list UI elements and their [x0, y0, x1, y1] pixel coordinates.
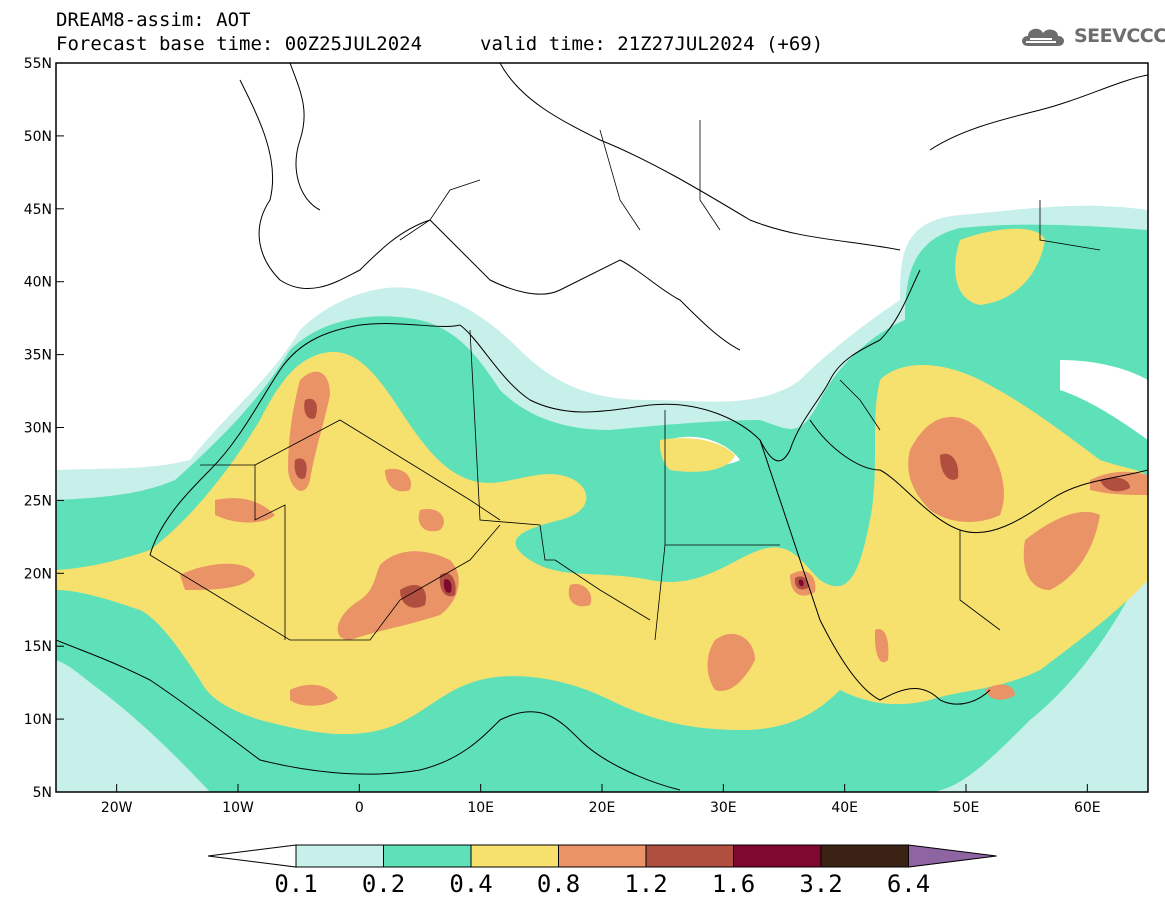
lon-tick-label: 20W	[101, 800, 133, 816]
lat-tick-label: 50N	[24, 129, 52, 145]
colorbar-max-triangle	[908, 844, 997, 868]
colorbar-swatch	[470, 844, 559, 868]
lon-tick-label: 60E	[1074, 800, 1101, 816]
lat-tick-label: 20N	[24, 566, 52, 582]
lat-tick-label: 35N	[24, 348, 52, 364]
lat-tick-label: 25N	[24, 493, 52, 509]
colorbar-swatch	[645, 844, 734, 868]
lat-tick-label: 10N	[24, 712, 52, 728]
lon-tick-label: 0	[355, 800, 364, 816]
seevccc-logo: SEEVCCC	[1018, 22, 1165, 50]
lon-tick-label: 50E	[953, 800, 980, 816]
lat-tick-label: 45N	[24, 202, 52, 218]
lon-tick-label: 20E	[589, 800, 616, 816]
forecast-base-time: Forecast base time: 00Z25JUL2024	[56, 33, 423, 55]
colorbar	[207, 844, 997, 868]
colorbar-level-label: 0.1	[274, 870, 318, 898]
colorbar-swatch	[295, 844, 384, 868]
aot-field	[56, 63, 1148, 792]
colorbar-swatch	[383, 844, 472, 868]
lat-tick-label: 40N	[24, 275, 52, 291]
lon-tick-label: 10W	[222, 800, 254, 816]
lat-tick-label: 5N	[33, 785, 52, 801]
colorbar-swatch	[558, 844, 647, 868]
lon-tick-label: 30E	[710, 800, 737, 816]
country-borders	[149, 120, 1101, 641]
colorbar-level-label: 1.6	[711, 870, 756, 898]
cloud-logo-icon	[1022, 28, 1064, 46]
lat-tick-label: 55N	[24, 56, 52, 72]
lon-tick-label: 40E	[831, 800, 858, 816]
colorbar-level-label: 0.8	[536, 870, 581, 898]
latitude-axis: 5N 10N 15N 20N 25N 30N 35N 40N 45N 50N 55N	[24, 56, 64, 801]
colorbar-labels: 0.1 0.2 0.4 0.8 1.2 1.6 3.2 6.4	[0, 870, 1165, 900]
aot-level-1.6	[443, 579, 804, 593]
colorbar-swatch	[733, 844, 822, 868]
colorbar-level-label: 0.4	[449, 870, 493, 898]
lon-tick-label: 10E	[467, 800, 494, 816]
colorbar-min-triangle	[207, 844, 297, 868]
colorbar-level-label: 3.2	[799, 870, 843, 898]
longitude-axis: 20W 10W 0 10E 20E 30E 40E 50E 60E	[101, 784, 1101, 816]
logo-text: SEEVCCC	[1074, 25, 1165, 47]
colorbar-level-label: 6.4	[886, 870, 931, 898]
colorbar-level-label: 1.2	[624, 870, 668, 898]
valid-time: valid time: 21Z27JUL2024 (+69)	[480, 33, 824, 55]
lat-tick-label: 15N	[24, 639, 52, 655]
aot-level-1.2	[294, 398, 1130, 608]
lat-tick-label: 30N	[24, 421, 52, 437]
chart-title: DREAM8-assim: AOT	[56, 9, 251, 31]
colorbar-level-label: 0.2	[361, 870, 406, 898]
coastlines	[56, 63, 1148, 791]
colorbar-swatch	[820, 844, 909, 868]
